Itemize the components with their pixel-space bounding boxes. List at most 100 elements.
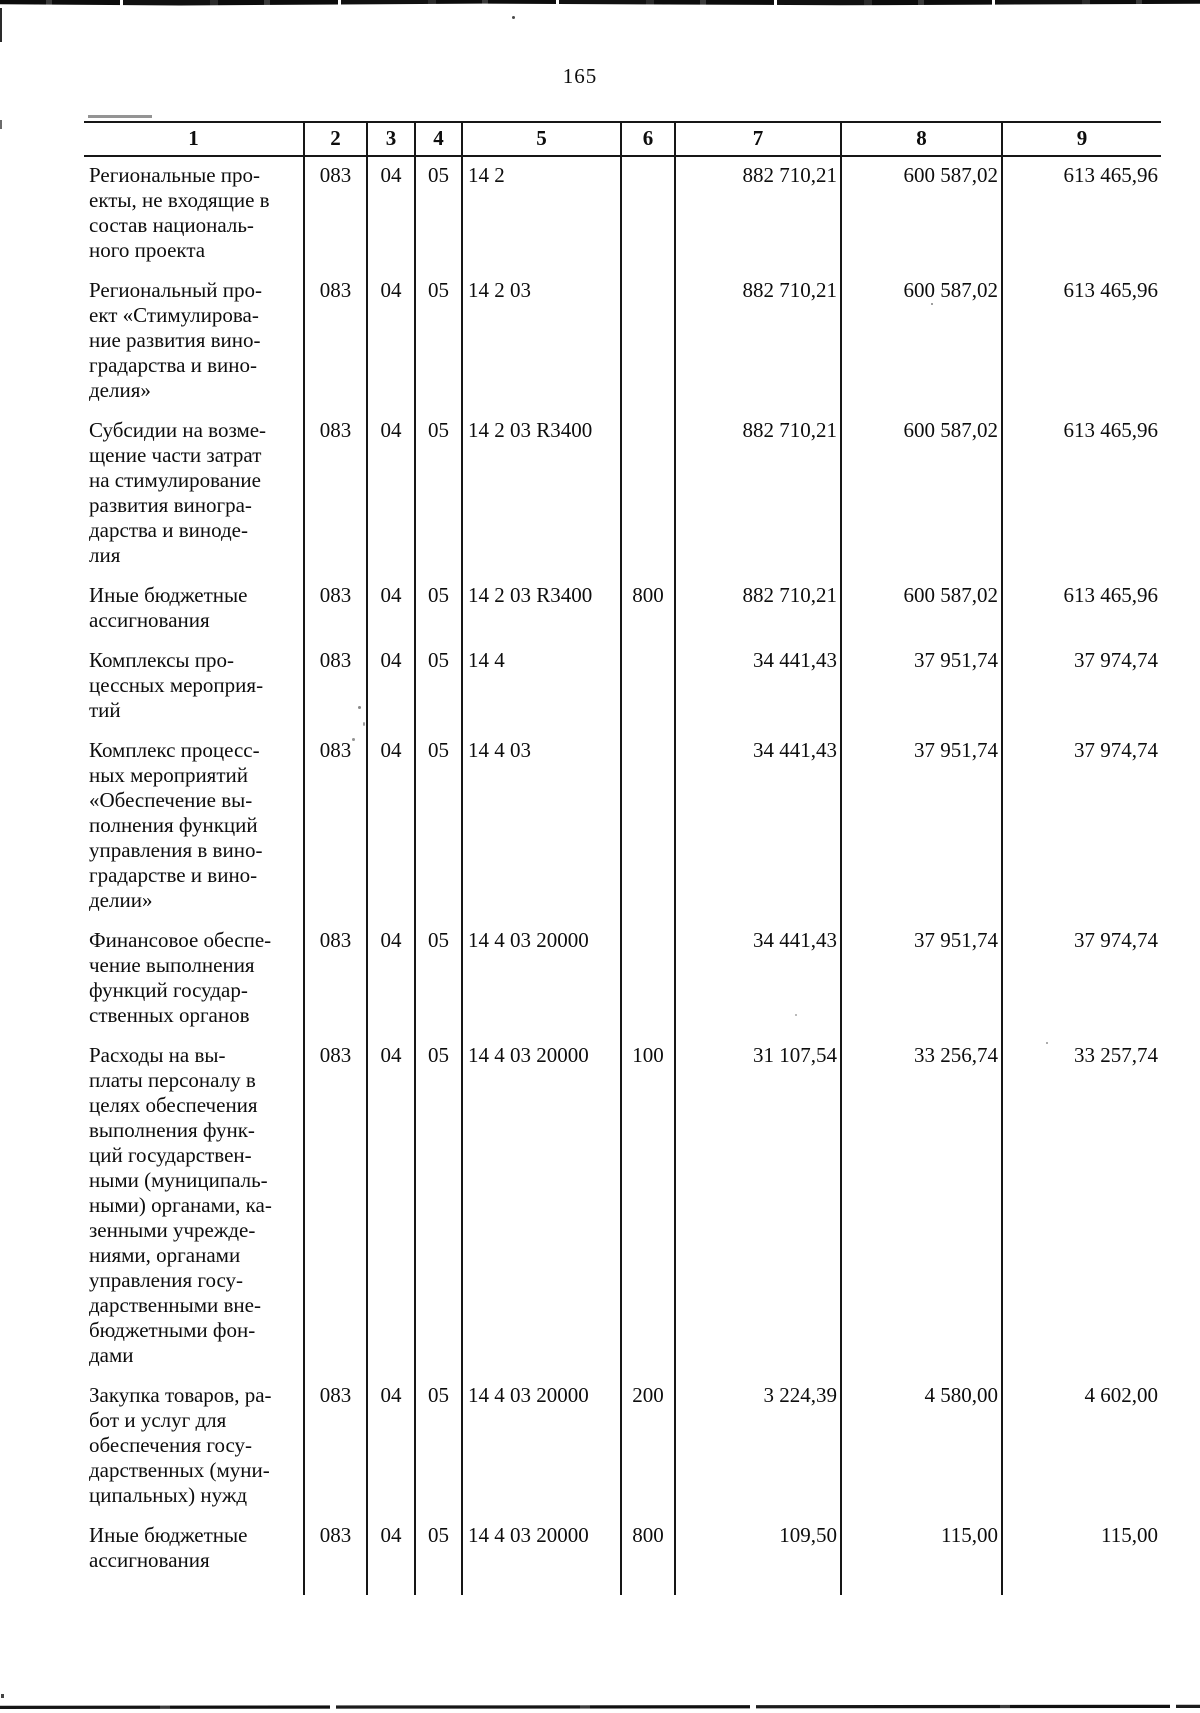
- amount-col9-cell: 4 602,00: [1084, 1383, 1159, 1407]
- column-header-3: 3: [367, 122, 416, 157]
- name-cell: Региональный про- ект «Стимулирова- ние …: [84, 272, 305, 412]
- grbs-code-cell: 083: [304, 1517, 368, 1595]
- amount-col9-cell: 37 974,74: [1074, 648, 1158, 672]
- scan-artifact-left-mark: [0, 120, 2, 129]
- scan-artifact-left-mark: [0, 8, 2, 42]
- scan-artifact-top-edge: [0, 0, 1200, 6]
- expense-type-cell: [621, 272, 676, 412]
- name-cell: Субсидии на возме- щение части затрат на…: [84, 412, 305, 577]
- name-cell: Комплексы про- цессных мероприя- тий: [84, 642, 305, 732]
- target-article-cell: 14 2 03: [462, 272, 622, 412]
- section-code-cell: 04: [367, 412, 416, 577]
- subsection-code-cell: 05: [415, 732, 463, 922]
- grbs-code-cell: 083: [304, 922, 368, 1037]
- name-cell: Иные бюджетные ассигнования: [84, 577, 305, 642]
- grbs-code-cell: 083: [304, 1377, 368, 1517]
- table-row: Региональный про- ект «Стимулирова- ние …: [84, 272, 1161, 412]
- grbs-code-cell: 083: [304, 577, 368, 642]
- amount-col7-cell: 882 710,21: [675, 577, 842, 642]
- expense-type-cell: [621, 732, 676, 922]
- table-row: Закупка товаров, ра- бот и услуг для обе…: [84, 1377, 1161, 1517]
- amount-col9-cell: 613 465,96: [1063, 278, 1159, 302]
- section-code-cell: 04: [367, 922, 416, 1037]
- expense-type-cell: [621, 412, 676, 577]
- name-cell: Закупка товаров, ра- бот и услуг для обе…: [84, 1377, 305, 1517]
- amount-col7-cell: 31 107,54: [675, 1037, 842, 1377]
- expense-type-cell: [621, 156, 676, 272]
- column-header-4: 4: [415, 122, 463, 157]
- column-header-7: 7: [675, 122, 842, 157]
- subsection-code-cell: 05: [415, 922, 463, 1037]
- table-row: Расходы на вы- платы персоналу в целях о…: [84, 1037, 1161, 1377]
- grbs-code-cell: 083: [304, 1037, 368, 1377]
- amount-col8-cell: 600 587,02: [841, 156, 1003, 272]
- amount-col8-cell: 37 951,74: [841, 642, 1003, 732]
- section-code-cell: 04: [367, 1377, 416, 1517]
- scan-artifact-bottom-edge: [0, 1704, 1200, 1709]
- section-code-cell: 04: [367, 1517, 416, 1595]
- subsection-code-cell: 05: [415, 1037, 463, 1377]
- amount-col9-cell: 37 974,74: [1074, 928, 1158, 952]
- page-number: 165: [562, 64, 598, 88]
- amount-col7-cell: 34 441,43: [675, 642, 842, 732]
- subsection-code-cell: 05: [415, 412, 463, 577]
- target-article-cell: 14 4 03: [462, 732, 622, 922]
- budget-table-wrap: 1 2 3 4 5 6 7 8 9 Региональные про- екты…: [84, 121, 1161, 1595]
- table-row: Региональные про- екты, не входящие в со…: [84, 156, 1161, 272]
- subsection-code-cell: 05: [415, 272, 463, 412]
- subsection-code-cell: 05: [415, 577, 463, 642]
- table-body: Региональные про- екты, не входящие в со…: [84, 156, 1161, 1595]
- grbs-code-cell: 083: [304, 642, 368, 732]
- target-article-cell: 14 2 03 R3400: [462, 577, 622, 642]
- table-header-row: 1 2 3 4 5 6 7 8 9: [84, 122, 1161, 157]
- amount-col9-cell: 613 465,96: [1063, 418, 1159, 442]
- section-code-cell: 04: [367, 732, 416, 922]
- budget-table: 1 2 3 4 5 6 7 8 9 Региональные про- екты…: [84, 121, 1161, 1595]
- target-article-cell: 14 4: [462, 642, 622, 732]
- column-header-2: 2: [304, 122, 368, 157]
- scan-speck: [1046, 1042, 1048, 1044]
- amount-col9-cell: 613 465,96: [1063, 583, 1159, 607]
- expense-type-cell: 100: [621, 1037, 676, 1377]
- amount-col9-cell: 115,00: [1101, 1523, 1158, 1547]
- table-row: Комплекс процесс- ных мероприятий «Обесп…: [84, 732, 1161, 922]
- expense-type-cell: [621, 922, 676, 1037]
- column-header-9: 9: [1002, 122, 1161, 157]
- name-cell: Комплекс процесс- ных мероприятий «Обесп…: [84, 732, 305, 922]
- table-row: Иные бюджетные ассигнования 083 04 05 14 4 0…: [84, 1517, 1161, 1595]
- section-code-cell: 04: [367, 1037, 416, 1377]
- section-code-cell: 04: [367, 272, 416, 412]
- expense-type-cell: 800: [621, 1517, 676, 1595]
- expense-type-cell: [621, 642, 676, 732]
- column-header-5: 5: [462, 122, 622, 157]
- amount-col7-cell: 34 441,43: [675, 922, 842, 1037]
- target-article-cell: 14 2 03 R3400: [462, 412, 622, 577]
- amount-col9-cell: 613 465,96: [1063, 163, 1159, 187]
- target-article-cell: 14 4 03 20000: [462, 1377, 622, 1517]
- grbs-code-cell: 083: [304, 732, 368, 922]
- scan-artifact-left-mark: [1, 1694, 4, 1698]
- amount-col8-cell: 600 587,02: [841, 272, 1003, 412]
- table-row: Иные бюджетные ассигнования 083 04 05 14 2 0…: [84, 577, 1161, 642]
- amount-col7-cell: 34 441,43: [675, 732, 842, 922]
- target-article-cell: 14 2: [462, 156, 622, 272]
- amount-col8-cell: 33 256,74: [841, 1037, 1003, 1377]
- expense-type-cell: 800: [621, 577, 676, 642]
- amount-col7-cell: 882 710,21: [675, 156, 842, 272]
- amount-col8-cell: 600 587,02: [841, 412, 1003, 577]
- grbs-code-cell: 083: [304, 272, 368, 412]
- amount-col7-cell: 3 224,39: [675, 1377, 842, 1517]
- amount-col8-cell: 37 951,74: [841, 732, 1003, 922]
- section-code-cell: 04: [367, 156, 416, 272]
- amount-col8-cell: 4 580,00: [841, 1377, 1003, 1517]
- amount-col7-cell: 109,50: [675, 1517, 842, 1595]
- name-cell: Расходы на вы- платы персоналу в целях о…: [84, 1037, 305, 1377]
- table-header: 1 2 3 4 5 6 7 8 9: [84, 122, 1161, 157]
- expense-type-cell: 200: [621, 1377, 676, 1517]
- section-code-cell: 04: [367, 577, 416, 642]
- name-cell: Иные бюджетные ассигнования: [84, 1517, 305, 1595]
- column-header-8: 8: [841, 122, 1003, 157]
- grbs-code-cell: 083: [304, 412, 368, 577]
- amount-col9-cell: 33 257,74: [1074, 1043, 1158, 1067]
